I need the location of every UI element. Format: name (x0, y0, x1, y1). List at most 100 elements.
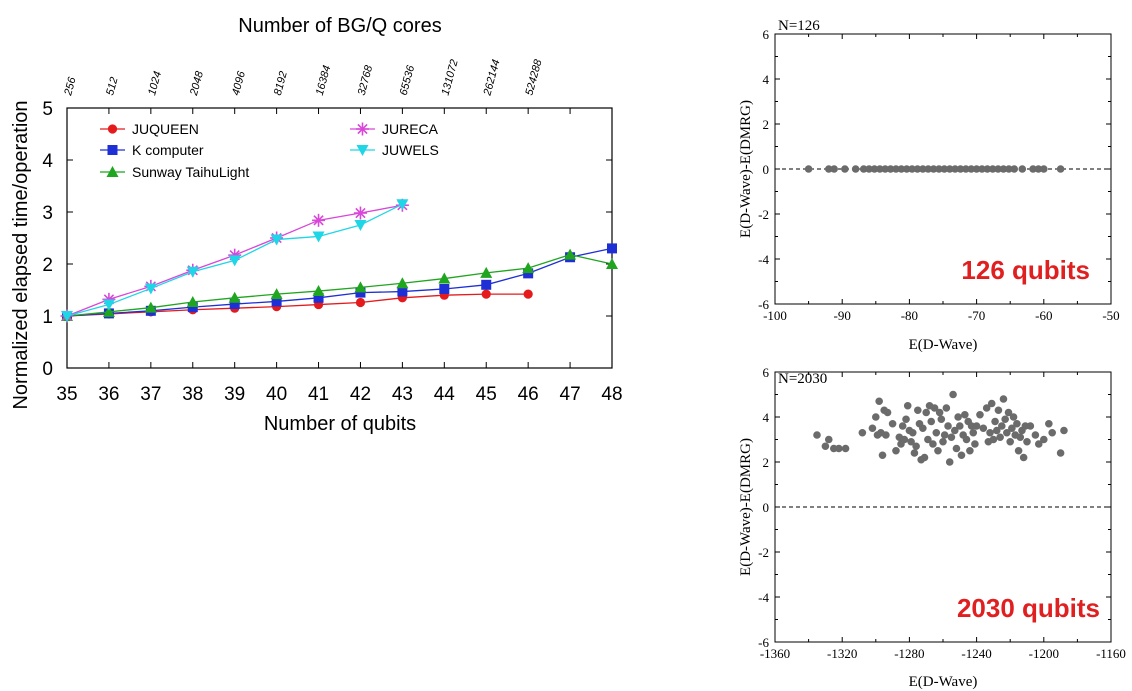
data-point (937, 415, 946, 424)
data-point (945, 458, 954, 466)
data-point (976, 410, 984, 419)
data-point (930, 404, 939, 412)
data-point (998, 422, 1006, 430)
x-tick-label: 47 (560, 384, 581, 405)
data-point (1010, 165, 1019, 173)
x-tick-label: -90 (834, 308, 851, 323)
points-group (804, 165, 1065, 173)
data-point (942, 404, 951, 412)
x-tick-label: 45 (476, 384, 497, 405)
data-point (186, 266, 199, 278)
x-tick-label: 39 (224, 384, 245, 405)
data-point (481, 279, 492, 290)
y-tick-label: 2 (763, 455, 770, 470)
data-point (481, 289, 491, 299)
data-point (1048, 428, 1056, 437)
data-point (480, 266, 493, 278)
data-point (954, 413, 962, 421)
y-axis-label: E(D-Wave)-E(DMRG) (738, 100, 754, 238)
data-point (994, 165, 1002, 173)
x-tick-label: 36 (98, 384, 119, 405)
data-point (888, 419, 897, 428)
data-point (910, 449, 919, 457)
top-tick-label: 262144 (481, 58, 502, 98)
data-point (1013, 419, 1021, 428)
data-point (979, 424, 988, 433)
data-point (907, 437, 915, 446)
x-tick-label: -100 (763, 308, 787, 323)
y-tick-label: 6 (763, 365, 770, 380)
x-tick-label: -80 (901, 308, 918, 323)
data-point (1040, 435, 1048, 444)
data-point (992, 426, 1001, 435)
data-point (932, 428, 941, 437)
series-line-sunway-taihulight (66, 253, 613, 317)
data-point (353, 206, 367, 220)
x-tick-label: -1280 (894, 646, 924, 661)
data-point (228, 291, 241, 303)
top-tick-label: 524288 (523, 57, 544, 96)
data-point (312, 231, 325, 243)
data-point (270, 234, 283, 246)
data-point (824, 165, 833, 173)
y-axis-label: E(D-Wave)-E(DMRG) (738, 438, 754, 576)
data-point (1003, 428, 1011, 437)
y-tick-label: -2 (758, 207, 769, 222)
data-point (903, 401, 912, 410)
data-point (945, 165, 954, 173)
data-point (187, 302, 198, 313)
y-tick-label: 4 (42, 151, 53, 172)
x-tick-label: 40 (266, 384, 287, 405)
x-tick-label: 48 (601, 384, 622, 405)
data-point (978, 165, 986, 173)
data-point (270, 288, 283, 300)
data-point (951, 165, 959, 173)
x-axis-label: Number of qubits (264, 413, 416, 435)
data-point (1026, 422, 1035, 430)
data-point (607, 243, 617, 254)
data-point (821, 442, 830, 451)
data-point (229, 299, 240, 310)
data-point (908, 165, 916, 173)
data-point (61, 311, 73, 322)
legend-swatch-marker-stroke (357, 123, 368, 135)
data-point (1009, 413, 1018, 421)
data-point (927, 417, 936, 426)
data-point (228, 255, 241, 267)
data-point (944, 422, 952, 430)
legend-swatch-marker (356, 145, 369, 156)
data-point (813, 431, 821, 439)
x-tick-label: -1320 (827, 646, 857, 661)
data-point (913, 165, 922, 173)
data-point (1045, 419, 1053, 428)
legend-entry: JURECA (382, 121, 439, 137)
data-point (991, 417, 999, 426)
series-group (60, 198, 618, 323)
data-point (1056, 165, 1065, 173)
data-point (1023, 437, 1031, 446)
data-point (271, 296, 282, 307)
legend-entry: JUWELS (382, 142, 439, 158)
data-point (969, 428, 978, 437)
x-tick-label: -1360 (760, 646, 790, 661)
data-point (940, 431, 949, 439)
data-point (898, 422, 907, 430)
annotation-n: N=2030 (778, 371, 827, 387)
data-point (522, 262, 535, 274)
top-tick-label: 2048 (188, 69, 206, 98)
data-point (858, 428, 867, 437)
top-tick-label: 65536 (398, 63, 418, 97)
data-point (961, 410, 969, 419)
data-point (396, 199, 409, 211)
data-point (949, 390, 957, 399)
data-point (865, 165, 873, 173)
data-point (956, 422, 964, 430)
x-tick-label: -1200 (1029, 646, 1059, 661)
data-point (914, 406, 922, 415)
top-tick-label: 1024 (146, 70, 164, 97)
x-tick-label: 35 (56, 384, 77, 405)
data-point (929, 440, 937, 448)
data-point (439, 283, 450, 294)
data-point (876, 165, 884, 173)
